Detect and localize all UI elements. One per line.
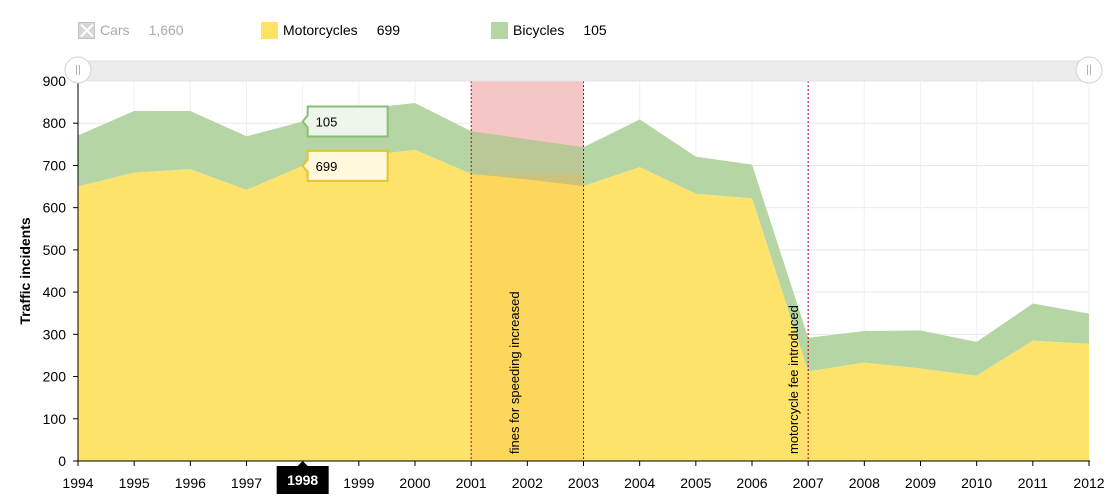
x-tick-label: 2001	[456, 475, 487, 491]
legend-swatch-cars	[78, 21, 95, 39]
legend: Cars 1,660 Motorcycles 699 Bicycles 105	[0, 0, 1120, 60]
scrollbar-track[interactable]	[77, 60, 1090, 82]
legend-item-bicycles[interactable]: Bicycles 105	[491, 20, 607, 40]
x-tick-label: 1997	[231, 475, 262, 491]
legend-item-cars[interactable]: Cars 1,660	[78, 20, 184, 40]
tooltip-motorcycles-text: 699	[316, 159, 338, 174]
y-tick-label: 900	[43, 73, 67, 89]
legend-label-bicycles: Bicycles	[513, 22, 565, 38]
point-motorcycles[interactable]	[187, 166, 193, 172]
tooltip-bicycles-box	[301, 105, 389, 138]
legend-label-cars: Cars	[100, 22, 130, 38]
x-tick-label: 2000	[399, 475, 430, 491]
tooltip-bicycles-text: 105	[316, 115, 338, 130]
point-motorcycles[interactable]	[974, 373, 980, 379]
y-tick-label: 0	[58, 453, 66, 469]
x-tick-label: 2006	[736, 475, 767, 491]
x-tick-label: 2012	[1073, 475, 1104, 491]
point-bicycles[interactable]	[693, 154, 699, 160]
x-tick-label: 2009	[905, 475, 936, 491]
point-bicycles[interactable]	[918, 328, 924, 334]
point-motorcycles[interactable]	[749, 195, 755, 201]
y-tick-label: 100	[43, 411, 67, 427]
cursor-x-label: 1998	[276, 461, 329, 494]
x-tick-label: 2003	[568, 475, 599, 491]
guide-band-overlay-top	[471, 131, 584, 187]
legend-label-motorcycles: Motorcycles	[283, 22, 358, 38]
point-motorcycles[interactable]	[244, 187, 250, 193]
point-motorcycles[interactable]	[131, 170, 137, 176]
legend-value-motorcycles: 699	[376, 22, 401, 38]
x-tick-label: 1999	[343, 475, 374, 491]
legend-value-cars: 1,660	[148, 22, 184, 38]
point-motorcycles[interactable]	[861, 360, 867, 366]
cursor-x-label-bg	[276, 466, 329, 494]
legend-swatch-bicycles	[491, 21, 508, 39]
guide-band-overlay	[471, 173, 584, 461]
x-tick-label: 2011	[1018, 475, 1048, 491]
x-tick-label: 2004	[624, 475, 655, 491]
scrollbar-grip-left[interactable]	[64, 56, 92, 84]
x-tick-label: 1996	[175, 475, 206, 491]
scrollbar-grip-right-knob	[1075, 56, 1103, 84]
x-tick-label: 2007	[793, 475, 824, 491]
x-tick-label: 2002	[512, 475, 543, 491]
x-tick-label: 1994	[62, 475, 93, 491]
point-bicycles[interactable]	[861, 328, 867, 334]
tooltip-bicycles: 105	[301, 105, 389, 138]
scrollbar-grip-right[interactable]	[1075, 56, 1103, 84]
tooltip-motorcycles: 699	[301, 149, 389, 182]
point-motorcycles[interactable]	[1030, 338, 1036, 344]
point-motorcycles[interactable]	[693, 191, 699, 197]
point-bicycles[interactable]	[187, 108, 193, 114]
y-tick-label: 200	[43, 369, 67, 385]
scrollbar-grip-left-knob	[64, 56, 92, 84]
legend-value-bicycles: 105	[583, 22, 607, 38]
point-motorcycles[interactable]	[412, 147, 418, 153]
y-tick-label: 300	[43, 326, 67, 342]
y-tick-label: 700	[43, 157, 67, 173]
cursor-x-label-arrow	[297, 461, 308, 466]
legend-item-motorcycles[interactable]: Motorcycles 699	[261, 20, 400, 40]
y-tick-label: 600	[43, 200, 67, 216]
point-bicycles[interactable]	[974, 339, 980, 345]
y-axis-title: Traffic incidents	[17, 217, 33, 325]
y-tick-label: 400	[43, 284, 67, 300]
point-bicycles[interactable]	[1030, 301, 1036, 307]
y-tick-label: 500	[43, 242, 67, 258]
point-bicycles[interactable]	[131, 108, 137, 114]
point-motorcycles[interactable]	[918, 366, 924, 372]
guide-line-label: motorcycle fee introduced	[786, 305, 801, 454]
x-tick-label: 2008	[849, 475, 880, 491]
x-tick-label: 1995	[119, 475, 150, 491]
point-bicycles[interactable]	[1086, 311, 1092, 317]
x-tick-label: 2010	[961, 475, 992, 491]
point-bicycles[interactable]	[749, 162, 755, 168]
y-tick-label: 800	[43, 115, 67, 131]
x-tick-label: 2005	[680, 475, 711, 491]
point-motorcycles[interactable]	[1086, 341, 1092, 347]
point-bicycles[interactable]	[412, 100, 418, 106]
point-bicycles[interactable]	[637, 116, 643, 122]
tooltip-motorcycles-box	[301, 149, 389, 182]
point-motorcycles[interactable]	[637, 164, 643, 170]
cursor-x-label-text: 1998	[287, 472, 318, 488]
legend-swatch-motorcycles	[261, 21, 278, 39]
point-bicycles[interactable]	[244, 133, 250, 139]
guide-band-label: fines for speeding increased	[507, 291, 522, 454]
